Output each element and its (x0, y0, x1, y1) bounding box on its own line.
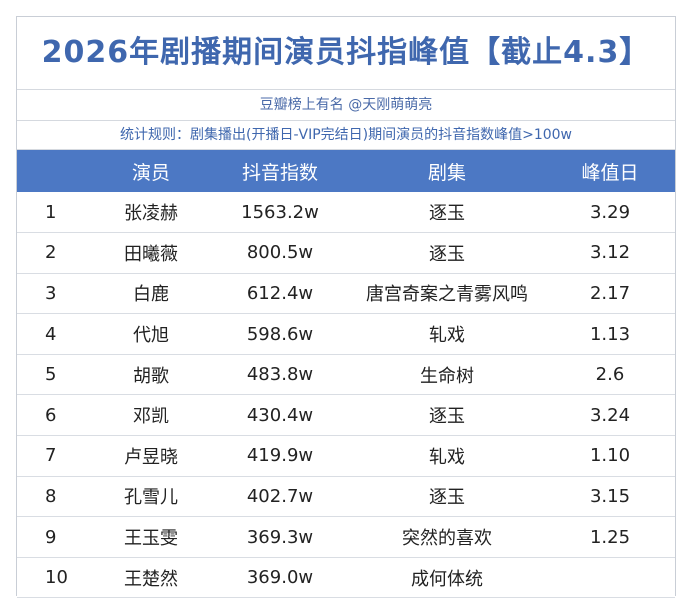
table-row: 10 王楚然 369.0w 成何体统 (17, 557, 675, 598)
drama-cell: 逐玉 (429, 203, 465, 225)
drama-cell: 成何体统 (411, 568, 483, 590)
header-douyin-index: 抖音指数 (241, 161, 318, 184)
table-row: 2 田曦薇 800.5w 逐玉 3.12 (17, 233, 675, 274)
drama-cell: 生命树 (420, 365, 474, 387)
statistics-rule: 统计规则：剧集播出(开播日-VIP完结日)期间演员的抖音指数峰值>100w (17, 121, 675, 150)
actor-cell: 张凌赫 (124, 203, 178, 225)
rank-cell: 9 (45, 526, 57, 548)
rank-cell: 3 (45, 282, 57, 304)
index-cell: 612.4w (246, 282, 314, 304)
index-cell: 419.9w (246, 445, 314, 467)
table-row: 3 白鹿 612.4w 唐宫奇案之青雾风鸣 2.17 (17, 273, 675, 314)
index-cell: 369.0w (246, 567, 314, 589)
header-rank (17, 150, 91, 192)
header-drama: 剧集 (427, 161, 466, 184)
rank-cell: 6 (45, 404, 57, 426)
rank-cell: 1 (45, 201, 57, 223)
header-peak-date: 峰值日 (581, 161, 639, 184)
peak-date-cell: 2.6 (595, 364, 625, 386)
rank-cell: 10 (45, 567, 68, 589)
actor-cell: 田曦薇 (124, 243, 178, 265)
index-cell: 430.4w (246, 404, 314, 426)
drama-cell: 唐宫奇案之青雾风鸣 (366, 284, 528, 306)
header-actor: 演员 (131, 161, 170, 184)
drama-cell: 轧戏 (429, 446, 465, 468)
actor-cell: 王楚然 (124, 568, 178, 590)
actor-cell: 胡歌 (133, 365, 169, 387)
drama-cell: 逐玉 (429, 406, 465, 428)
table-row: 7 卢昱晓 419.9w 轧戏 1.10 (17, 436, 675, 477)
actor-cell: 邓凯 (133, 406, 169, 428)
actor-cell: 卢昱晓 (124, 446, 178, 468)
peak-date-cell: 3.15 (589, 485, 631, 507)
actor-cell: 代旭 (133, 325, 169, 347)
index-cell: 369.3w (246, 526, 314, 548)
rank-cell: 2 (45, 242, 57, 264)
peak-date-cell: 3.24 (589, 404, 631, 426)
index-cell: 402.7w (246, 485, 314, 507)
peak-date-cell (545, 557, 675, 598)
drama-cell: 突然的喜欢 (402, 528, 492, 550)
rank-cell: 8 (45, 485, 57, 507)
ranking-sheet: 2026年剧播期间演员抖指峰值【截止4.3】 豆瓣榜上有名 @天刚萌萌亮 统计规… (16, 16, 676, 598)
index-cell: 483.8w (246, 364, 314, 386)
drama-cell: 逐玉 (429, 243, 465, 265)
table-row: 1 张凌赫 1563.2w 逐玉 3.29 (17, 192, 675, 233)
table-row: 5 胡歌 483.8w 生命树 2.6 (17, 354, 675, 395)
peak-date-cell: 1.13 (589, 323, 631, 345)
table-row: 9 王玉雯 369.3w 突然的喜欢 1.25 (17, 517, 675, 558)
peak-date-cell: 3.12 (589, 242, 631, 264)
index-cell: 800.5w (246, 242, 314, 264)
actor-cell: 孔雪儿 (124, 487, 178, 509)
table-row: 4 代旭 598.6w 轧戏 1.13 (17, 314, 675, 355)
ranking-table: 演员 抖音指数 剧集 峰值日 1 张凌赫 1563.2w 逐玉 3.29 2 田… (17, 150, 675, 598)
actor-cell: 白鹿 (133, 284, 169, 306)
index-cell: 598.6w (246, 323, 314, 345)
peak-date-cell: 1.10 (589, 445, 631, 467)
page-title: 2026年剧播期间演员抖指峰值【截止4.3】 (17, 17, 675, 90)
index-cell: 1563.2w (241, 201, 319, 223)
peak-date-cell: 3.29 (589, 201, 631, 223)
actor-cell: 王玉雯 (124, 528, 178, 550)
author-credit: 豆瓣榜上有名 @天刚萌萌亮 (17, 90, 675, 121)
table-row: 6 邓凯 430.4w 逐玉 3.24 (17, 395, 675, 436)
rank-cell: 4 (45, 323, 57, 345)
peak-date-cell: 1.25 (589, 526, 631, 548)
drama-cell: 逐玉 (429, 487, 465, 509)
table-header-row: 演员 抖音指数 剧集 峰值日 (17, 150, 675, 192)
rank-cell: 5 (45, 364, 57, 386)
peak-date-cell: 2.17 (589, 282, 631, 304)
table-row: 8 孔雪儿 402.7w 逐玉 3.15 (17, 476, 675, 517)
rank-cell: 7 (45, 445, 57, 467)
drama-cell: 轧戏 (429, 325, 465, 347)
